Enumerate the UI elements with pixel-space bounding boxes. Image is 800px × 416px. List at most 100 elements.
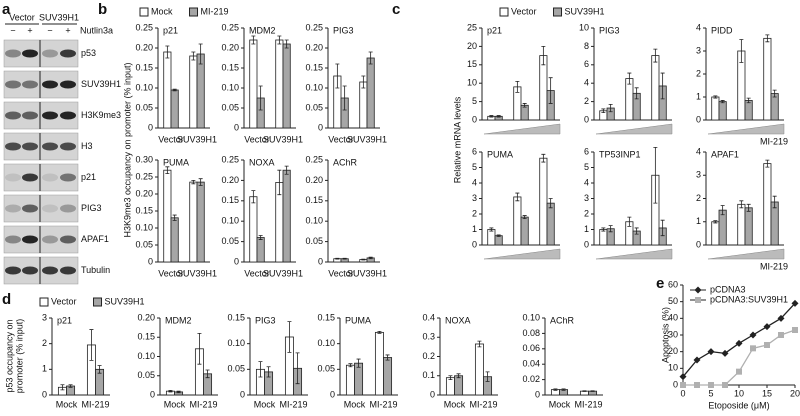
bar xyxy=(275,39,284,129)
y-tick-label: 4 xyxy=(696,22,701,32)
y-tick-label: 6 xyxy=(584,59,589,69)
x-tick-label: Vector xyxy=(328,134,354,144)
subplot-title: p21 xyxy=(487,25,502,35)
y-tick-label: 0 xyxy=(673,379,678,389)
y-tick-label: 0 xyxy=(535,389,540,399)
x-tick-label: Vector xyxy=(244,134,270,144)
error-bar xyxy=(489,115,494,118)
y-tick-label: 0.15 xyxy=(305,62,323,72)
error-bar xyxy=(205,369,210,379)
error-bar xyxy=(251,35,256,45)
bar xyxy=(474,343,484,396)
bar xyxy=(744,100,753,121)
x-tick-label: 0 xyxy=(680,388,685,398)
error-bar xyxy=(653,146,658,204)
error-bar xyxy=(713,220,718,224)
subplot-title: PIDD xyxy=(711,25,733,35)
error-bar xyxy=(165,166,170,174)
x-tick-label: Vector xyxy=(244,268,270,278)
band xyxy=(22,142,38,151)
error-bar xyxy=(553,388,558,391)
error-bar xyxy=(485,371,490,382)
legend-swatch xyxy=(189,7,199,17)
y-tick-label: 0 xyxy=(234,256,239,266)
error-bar xyxy=(295,352,300,385)
bar xyxy=(651,55,660,121)
group-label: SUV39H1 xyxy=(39,12,79,22)
band xyxy=(60,142,76,151)
band xyxy=(5,142,21,151)
y-tick-label: 0.20 xyxy=(221,42,239,52)
x-tick-label: SUV39H1 xyxy=(347,268,387,278)
x-tick-label: SUV39H1 xyxy=(263,268,303,278)
error-bar xyxy=(489,227,494,232)
band xyxy=(22,235,38,244)
y-tick-label: 0.15 xyxy=(221,62,239,72)
protein-label: APAF1 xyxy=(81,234,109,244)
y-tick-label: 6 xyxy=(584,146,589,156)
band xyxy=(42,266,58,275)
x-tick-label: 5 xyxy=(708,388,713,398)
bar xyxy=(249,196,258,263)
y-tick-label: 50 xyxy=(668,296,678,306)
x-tick-label: Vector xyxy=(158,268,184,278)
error-bar xyxy=(168,389,173,393)
subplot-title: p21 xyxy=(57,315,72,325)
y-tick-label: 0 xyxy=(240,389,245,399)
y-axis-label: promoter (% input) xyxy=(14,319,24,394)
y-tick-label: 0 xyxy=(234,122,239,132)
y-tick-label: 0.25 xyxy=(305,22,323,32)
y-tick-label: 0.05 xyxy=(305,236,323,246)
y-tick-label: 3 xyxy=(584,193,589,203)
y-tick-label: 0.25 xyxy=(305,154,323,164)
y-tick-label: 0 xyxy=(318,256,323,266)
error-bar xyxy=(197,333,202,365)
bar xyxy=(282,169,291,263)
error-bar xyxy=(335,257,340,260)
bar xyxy=(711,221,720,246)
bar xyxy=(383,357,393,396)
y-tick-label: 0 xyxy=(148,256,153,266)
marker xyxy=(680,382,686,388)
error-bar xyxy=(496,234,501,237)
error-bar xyxy=(765,159,770,168)
bar xyxy=(737,203,746,246)
bar xyxy=(445,377,455,396)
error-bar xyxy=(541,153,546,163)
subplot-title: APAF1 xyxy=(711,149,739,159)
bar xyxy=(546,202,555,246)
bar xyxy=(189,55,198,129)
legend-swatch xyxy=(93,297,103,307)
error-bar xyxy=(456,373,461,379)
bar xyxy=(366,57,375,129)
error-bar xyxy=(89,329,94,361)
bar xyxy=(487,229,496,246)
error-bar xyxy=(608,225,613,233)
y-axis-label: H3K9me3 occupancy on promoter (% input) xyxy=(122,62,132,237)
subplot-title: PIG3 xyxy=(333,25,354,35)
y-tick-label: 4 xyxy=(584,78,589,88)
error-bar xyxy=(198,43,203,65)
error-bar xyxy=(266,366,271,378)
legend-label: SUV39H1 xyxy=(565,6,605,16)
bar xyxy=(718,101,727,121)
error-bar xyxy=(601,108,606,114)
band xyxy=(60,235,76,244)
error-bar xyxy=(335,63,340,89)
y-tick-label: 0.10 xyxy=(135,222,153,232)
y-tick-label: 20 xyxy=(467,41,477,51)
x-tick-label: MI-219 xyxy=(574,399,602,409)
bar xyxy=(359,81,368,129)
x-axis-label: Etoposide (μM) xyxy=(708,400,769,410)
marker xyxy=(777,314,785,322)
y-tick-label: 0 xyxy=(696,114,701,124)
legend-label: Vector xyxy=(511,6,537,16)
error-bar xyxy=(258,85,263,111)
marker xyxy=(750,345,756,352)
y-tick-label: 0.20 xyxy=(137,312,155,322)
y-tick-label: 0.15 xyxy=(135,205,153,215)
y-tick-label: 0 xyxy=(148,122,153,132)
y-tick-label: 15 xyxy=(467,59,477,69)
protein-label: Tubulin xyxy=(81,265,110,275)
